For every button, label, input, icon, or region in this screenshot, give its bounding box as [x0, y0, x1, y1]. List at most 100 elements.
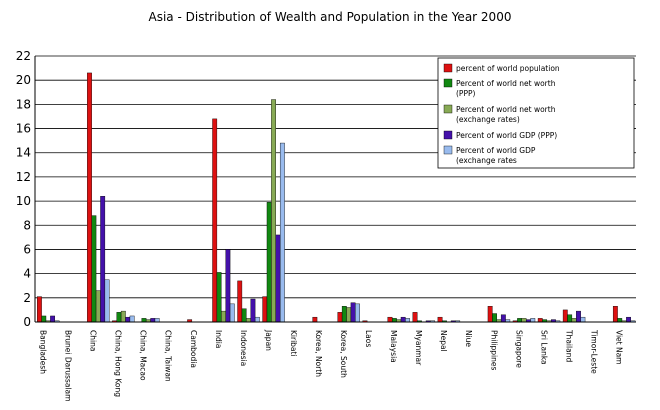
- bar: [95, 290, 101, 323]
- bar: [221, 310, 226, 323]
- legend-entry: Percent of world GDP (PPP): [456, 131, 557, 140]
- bar: [626, 316, 631, 323]
- bar: [437, 316, 443, 323]
- bar: [41, 315, 47, 323]
- y-tick-label: 8: [23, 218, 31, 232]
- bar: [212, 118, 218, 323]
- x-tick-label: China, Taiwan: [164, 330, 173, 382]
- bar: [91, 215, 97, 323]
- bar: [412, 312, 418, 323]
- x-tick-label: Philippines: [489, 330, 498, 371]
- bar: [50, 315, 56, 323]
- x-tick-label: Japan: [264, 329, 273, 351]
- bar: [129, 315, 135, 323]
- bar: [216, 272, 222, 323]
- bar: [279, 142, 285, 323]
- legend: percent of world population Percent of wo…: [437, 57, 635, 169]
- bar: [537, 318, 543, 323]
- x-tick-label: Niue: [464, 330, 473, 347]
- y-tick-label: 18: [16, 97, 31, 111]
- chart-title: Asia - Distribution of Wealth and Popula…: [149, 10, 512, 24]
- y-tick-label: 0: [23, 315, 31, 329]
- y-tick-label: 22: [16, 49, 31, 63]
- bar: [521, 318, 527, 323]
- bar: [100, 196, 106, 323]
- legend-entry: Percent of world net worth (exchange rate…: [456, 105, 556, 124]
- bar: [37, 296, 42, 323]
- bar: [125, 316, 131, 323]
- x-tick-label: Malaysia: [389, 330, 398, 363]
- x-tick-label: China, Hong Kong: [114, 330, 123, 397]
- x-tick-label: Kiribati: [289, 330, 298, 357]
- bar: [254, 316, 260, 323]
- y-tick-label: 4: [23, 267, 31, 281]
- bar: [271, 99, 276, 323]
- bar: [275, 234, 281, 323]
- bar: [104, 279, 110, 323]
- bar: [87, 72, 92, 323]
- bar: [500, 314, 506, 323]
- bar: [562, 309, 568, 323]
- x-tick-label: India: [214, 330, 223, 348]
- bar: [405, 318, 410, 323]
- bar: [487, 306, 493, 323]
- x-tick-label: Cambodia: [189, 330, 198, 368]
- y-tick-label: 14: [16, 146, 31, 160]
- bar: [576, 310, 581, 323]
- legend-entry: Percent of world net worth (PPP): [456, 79, 556, 98]
- bar: [229, 303, 235, 323]
- bar: [492, 313, 497, 323]
- y-tick-label: 6: [23, 242, 31, 256]
- legend-swatch: [443, 130, 453, 140]
- y-tick-label: 16: [16, 122, 31, 136]
- x-tick-label: Thailand: [564, 329, 573, 362]
- x-tick-label: Singapore: [514, 330, 523, 368]
- bar: [154, 318, 160, 323]
- x-tick-label: Indonesia: [239, 330, 248, 366]
- y-tick-label: 10: [16, 194, 31, 208]
- x-tick-label: Nepal: [439, 330, 448, 352]
- bar: [337, 312, 343, 323]
- x-tick-label: Laos: [364, 330, 373, 347]
- x-tick-label: Korea, South: [339, 330, 348, 378]
- legend-entry: Percent of world GDP (exchange rates: [456, 146, 536, 165]
- y-tick-label: 12: [16, 170, 31, 184]
- x-axis-ticks: Bangladesh Brunei Darussalam China China, H…: [39, 329, 624, 401]
- x-tick-label: Viet Nam: [614, 330, 623, 365]
- bar: [141, 318, 147, 323]
- legend-swatch: [443, 145, 453, 155]
- bar: [567, 314, 573, 323]
- bar: [517, 318, 522, 323]
- legend-swatch: [443, 63, 453, 73]
- bar: [350, 302, 356, 323]
- x-tick-label: Timor-Leste: [589, 329, 598, 374]
- legend-swatch: [443, 78, 453, 88]
- bar: [530, 318, 536, 323]
- bar: [341, 306, 347, 323]
- bars: [37, 72, 636, 323]
- y-tick-label: 2: [23, 291, 31, 305]
- x-tick-label: Sri Lanka: [539, 330, 548, 365]
- bar: [250, 298, 256, 323]
- bar: [246, 318, 251, 323]
- bar: [617, 318, 623, 323]
- bar: [225, 249, 231, 323]
- bar: [237, 280, 243, 323]
- bar: [612, 306, 618, 323]
- x-tick-label: Myanmar: [414, 330, 423, 366]
- bar: [116, 312, 122, 323]
- x-tick-label: China, Macao: [139, 330, 148, 381]
- y-tick-label: 20: [16, 73, 31, 87]
- bar: [150, 318, 156, 323]
- x-tick-label: China: [89, 330, 98, 351]
- bar: [400, 316, 406, 323]
- axes: [34, 56, 636, 323]
- bar: [387, 316, 393, 323]
- y-axis-ticks: 0 2 4 6 8 10 12 14 16 18 20 22: [16, 49, 31, 329]
- bar: [346, 307, 352, 323]
- legend-entry: percent of world population: [456, 64, 560, 73]
- bar: [241, 308, 247, 323]
- bar: [580, 316, 586, 323]
- legend-box: [437, 57, 635, 169]
